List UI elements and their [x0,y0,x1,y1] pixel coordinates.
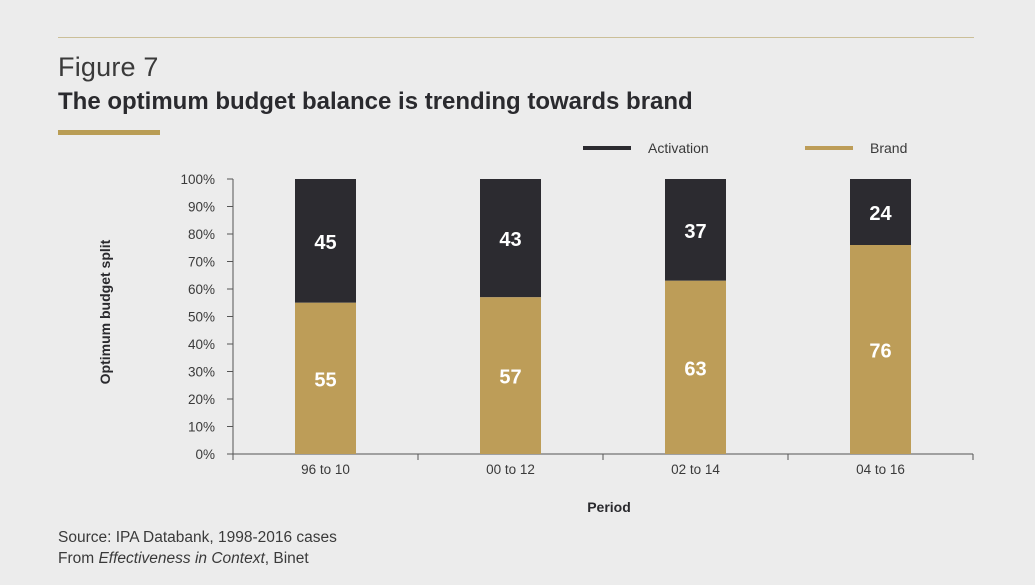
y-tick-label: 0% [195,447,215,462]
figure-label: Figure 7 [58,52,159,82]
source-line-1: Source: IPA Databank, 1998-2016 cases [58,529,337,546]
legend-swatch-activation [583,146,631,150]
x-axis-title: Period [587,499,631,515]
bar-brand [480,297,541,454]
y-tick-label: 30% [188,365,215,380]
data-label-brand: 76 [869,341,891,363]
y-tick-label: 70% [188,255,215,270]
y-axis-title: Optimum budget split [97,239,113,384]
legend-label-brand: Brand [870,140,907,156]
bar-activation [850,179,911,245]
legend-label-activation: Activation [648,140,709,156]
bar-activation [665,179,726,281]
data-label-brand: 63 [684,358,706,380]
y-tick-label: 40% [188,337,215,352]
x-tick-label: 02 to 14 [671,462,720,477]
top-divider [58,37,974,38]
figure-title: The optimum budget balance is trending t… [58,88,693,115]
data-label-brand: 57 [499,367,521,389]
source-line-2-prefix: From [58,550,99,567]
source-line-2: From Effectiveness in Context, Binet [58,548,337,569]
title-underline [58,130,160,135]
source-note: Source: IPA Databank, 1998-2016 cases Fr… [58,527,337,569]
bar-activation [480,179,541,298]
data-label-activation: 43 [499,229,521,251]
y-tick-label: 90% [188,200,215,215]
y-tick-label: 60% [188,282,215,297]
legend-swatch-brand [805,146,853,150]
y-tick-label: 50% [188,310,215,325]
y-tick-label: 80% [188,227,215,242]
bar-brand [295,302,356,454]
data-label-activation: 24 [869,203,892,225]
source-book-title: Effectiveness in Context [98,550,265,567]
x-tick-label: 96 to 10 [301,462,350,477]
x-tick-label: 00 to 12 [486,462,535,477]
source-line-2-suffix: , Binet [264,550,309,567]
bar-brand [850,245,911,454]
y-tick-label: 100% [180,172,215,187]
data-label-brand: 55 [314,369,336,391]
bar-activation [295,179,356,303]
data-label-activation: 45 [314,232,336,254]
y-tick-label: 10% [188,420,215,435]
x-tick-label: 04 to 16 [856,462,905,477]
y-tick-label: 20% [188,392,215,407]
data-label-activation: 37 [684,221,706,243]
bar-brand [665,280,726,454]
